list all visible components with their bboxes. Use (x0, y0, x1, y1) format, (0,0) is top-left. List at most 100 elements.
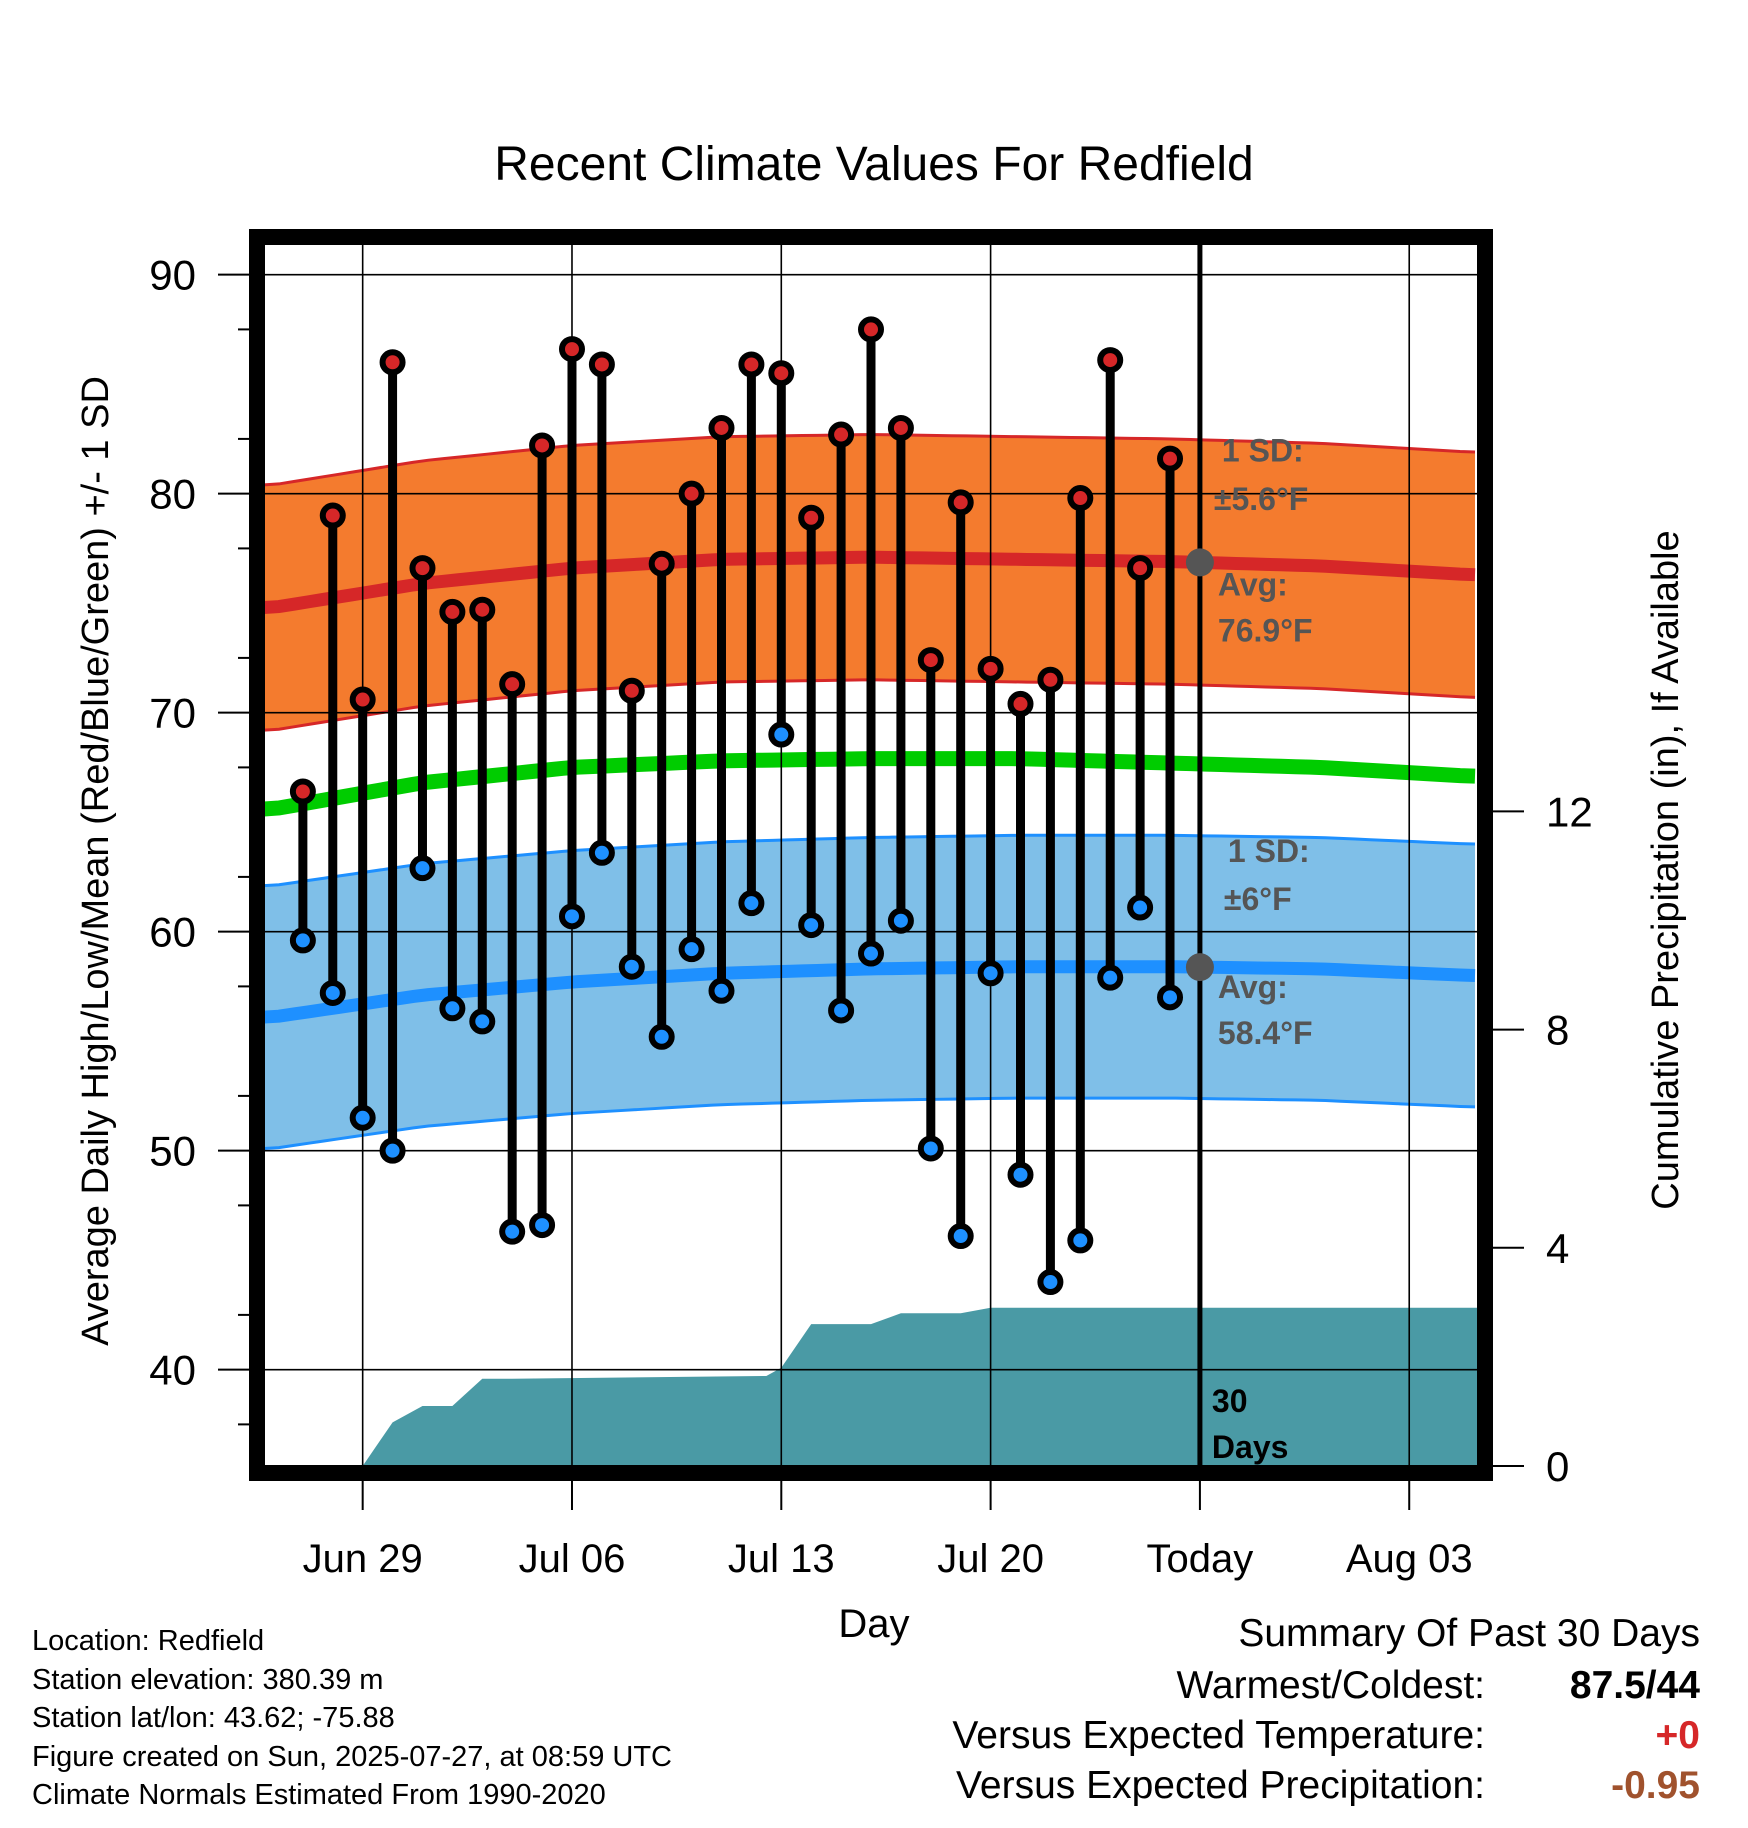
station-location: Location: Redfield (32, 1625, 265, 1657)
temp-label: Versus Expected Temperature: (952, 1714, 1485, 1757)
low-point (798, 912, 825, 939)
low-point (588, 839, 615, 866)
low-point (409, 855, 436, 882)
y-axis-label-right: Cumulative Precipitation (in), If Availa… (1645, 530, 1687, 1209)
low-sd-value: ±6°F (1224, 881, 1292, 917)
low-avg-label: Avg: (1218, 969, 1288, 1005)
low-point (289, 927, 316, 954)
low-point (1067, 1227, 1094, 1254)
y-tick-label-right: 12 (1546, 788, 1593, 835)
low-point (1037, 1269, 1064, 1296)
days-label-number: 30 (1212, 1383, 1248, 1419)
figure-created: Figure created on Sun, 2025-07-27, at 08… (32, 1740, 672, 1773)
y-tick-label-left: 50 (149, 1128, 196, 1175)
high-point (289, 778, 316, 805)
high-point (648, 550, 675, 577)
high-point (768, 360, 795, 387)
high-point (1157, 445, 1184, 472)
high-point (588, 351, 615, 378)
high-sd-value: ±5.6°F (1214, 481, 1308, 517)
low-sd-lower-line (263, 1096, 1476, 1150)
x-tick-label: Jul 06 (519, 1537, 626, 1581)
y-tick-label-left: 60 (149, 909, 196, 956)
low-point (678, 936, 705, 963)
high-point (1067, 485, 1094, 512)
low-point (977, 960, 1004, 987)
normals-period: Climate Normals Estimated From 1990-2020 (32, 1779, 606, 1812)
y-tick-label-right: 8 (1546, 1007, 1569, 1054)
y-tick-label-right: 0 (1546, 1443, 1569, 1490)
chart-title: Recent Climate Values For Redfield (494, 138, 1253, 191)
high-point (708, 414, 735, 441)
x-tick-label: Jul 13 (728, 1537, 835, 1581)
high-point (1037, 666, 1064, 693)
station-info: Location: Redfield Station elevation: 38… (32, 1622, 672, 1815)
low-point (1127, 894, 1154, 921)
low-point (319, 979, 346, 1006)
high-point (917, 647, 944, 674)
precipitation-layer (264, 1307, 1478, 1466)
annotations-layer: 1 SD: ±5.6°F Avg: 76.9°F 1 SD: ±6°F Avg: 58.4°F… (1185, 433, 1313, 1465)
high-point (529, 432, 556, 459)
low-point (1097, 964, 1124, 991)
y-tick-label-left: 80 (149, 471, 196, 518)
high-point (887, 414, 914, 441)
summary-warmest-row: Warmest/Coldest: 87.5/44 (1177, 1664, 1700, 1714)
low-point (917, 1135, 944, 1162)
low-point (828, 997, 855, 1024)
low-avg-marker (1185, 953, 1214, 982)
high-avg-label: Avg: (1218, 566, 1288, 602)
high-point (798, 504, 825, 531)
low-point (469, 1008, 496, 1035)
x-tick-label: Today (1147, 1537, 1254, 1581)
high-point (1127, 555, 1154, 582)
high-point (409, 555, 436, 582)
high-point (828, 421, 855, 448)
observations-layer (289, 316, 1184, 1296)
low-point (529, 1212, 556, 1239)
summary-precip-row: Versus Expected Precipitation: -0.95 (956, 1764, 1700, 1814)
low-point (947, 1223, 974, 1250)
high-point (947, 489, 974, 516)
x-tick-label: Aug 03 (1346, 1537, 1473, 1581)
plot-frame (249, 229, 1493, 1481)
days-label-text: Days (1212, 1429, 1289, 1465)
precip-label: Versus Expected Precipitation: (956, 1764, 1485, 1807)
y-tick-label-left: 70 (149, 690, 196, 737)
high-point (1097, 347, 1124, 374)
low-avg-value: 58.4°F (1218, 1015, 1313, 1051)
low-point (499, 1218, 526, 1245)
high-avg-marker (1185, 548, 1214, 577)
low-point (858, 940, 884, 967)
low-point (887, 907, 914, 934)
high-avg-value: 76.9°F (1218, 612, 1313, 648)
low-point (349, 1104, 376, 1131)
low-normal-line (263, 960, 1476, 1024)
y-tick-label-left: 40 (149, 1347, 196, 1394)
temp-value: +0 (1655, 1714, 1700, 1757)
low-point (708, 977, 735, 1004)
station-latlon: Station lat/lon: 43.62; -75.88 (32, 1702, 395, 1735)
low-point (1007, 1161, 1034, 1188)
high-point (499, 671, 526, 698)
x-axis-label: Day (838, 1602, 909, 1646)
low-point (558, 903, 585, 930)
low-point (379, 1137, 406, 1164)
low-point (768, 721, 795, 748)
low-point (439, 995, 466, 1022)
warmest-label: Warmest/Coldest: (1176, 1664, 1485, 1707)
high-point (1007, 690, 1034, 717)
x-tick-label: Jun 29 (303, 1537, 423, 1581)
y-tick-label-right: 4 (1546, 1225, 1569, 1272)
y-axis-label-left: Average Daily High/Low/Mean (Red/Blue/Gr… (75, 376, 117, 1346)
high-point (738, 351, 765, 378)
warmest-value: 87.5/44 (1569, 1664, 1700, 1707)
high-point (977, 655, 1004, 682)
high-point (858, 316, 884, 343)
high-point (439, 598, 466, 625)
precip-value: -0.95 (1611, 1764, 1700, 1807)
high-point (618, 677, 645, 704)
low-sd-label: 1 SD: (1228, 833, 1310, 869)
x-tick-label: Jul 20 (937, 1537, 1044, 1581)
